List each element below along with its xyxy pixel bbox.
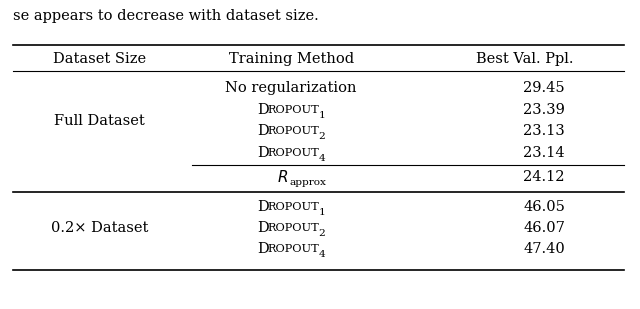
Text: se appears to decrease with dataset size.: se appears to decrease with dataset size… — [13, 9, 319, 23]
Text: 2: 2 — [318, 132, 325, 142]
Text: 4: 4 — [318, 154, 325, 163]
Text: 47.40: 47.40 — [523, 242, 565, 256]
Text: D: D — [257, 221, 269, 235]
Text: 0.2× Dataset: 0.2× Dataset — [51, 221, 148, 235]
Text: 1: 1 — [318, 111, 325, 120]
Text: D: D — [257, 124, 269, 138]
Text: Best Val. Ppl.: Best Val. Ppl. — [476, 52, 573, 66]
Text: Dataset Size: Dataset Size — [52, 52, 146, 66]
Text: approx: approx — [289, 178, 326, 188]
Text: 2: 2 — [318, 229, 325, 238]
Text: 46.05: 46.05 — [523, 200, 565, 214]
Text: 46.07: 46.07 — [523, 221, 565, 235]
Text: ROPOUT: ROPOUT — [268, 105, 319, 115]
Text: ROPOUT: ROPOUT — [268, 202, 319, 212]
Text: D: D — [257, 242, 269, 256]
Text: Full Dataset: Full Dataset — [54, 113, 145, 128]
Text: ROPOUT: ROPOUT — [268, 223, 319, 233]
Text: Training Method: Training Method — [228, 52, 354, 66]
Text: ROPOUT: ROPOUT — [268, 244, 319, 254]
Text: 29.45: 29.45 — [523, 81, 565, 95]
Text: 23.39: 23.39 — [523, 103, 565, 117]
Text: 4: 4 — [318, 250, 325, 259]
Text: $\mathit{R}$: $\mathit{R}$ — [277, 169, 288, 185]
Text: D: D — [257, 200, 269, 214]
Text: D: D — [257, 146, 269, 160]
Text: ROPOUT: ROPOUT — [268, 148, 319, 158]
Text: No regularization: No regularization — [225, 81, 357, 95]
Text: D: D — [257, 103, 269, 117]
Text: 1: 1 — [318, 208, 325, 217]
Text: 24.12: 24.12 — [524, 170, 564, 184]
Text: 23.13: 23.13 — [523, 124, 565, 138]
Text: ROPOUT: ROPOUT — [268, 126, 319, 136]
Text: 23.14: 23.14 — [523, 146, 565, 160]
